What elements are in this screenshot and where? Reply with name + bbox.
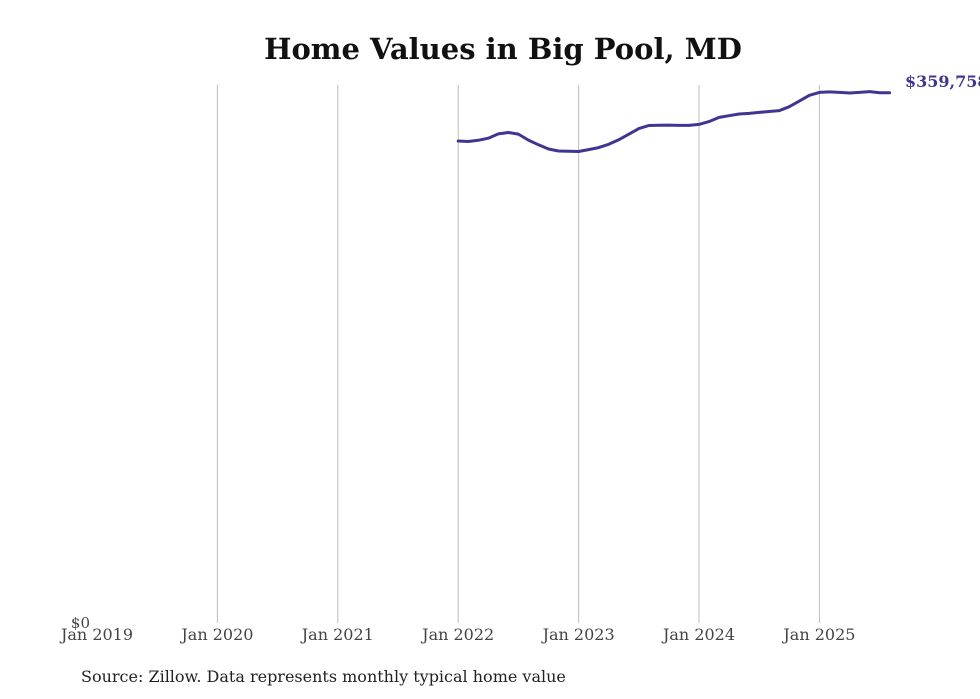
x-tick-label: Jan 2020 [179,625,253,644]
chart-title: Home Values in Big Pool, MD [264,32,742,66]
x-axis-ticks: Jan 2019 Jan 2020 Jan 2021 Jan 2022 Jan 2023… [59,625,855,644]
y-axis-ticks: $0 [71,614,90,632]
end-value-label: $359,758 [905,72,980,91]
x-tick-label: Jan 2019 [59,625,133,644]
y-tick-label: $0 [71,614,90,632]
series-line [456,90,892,153]
x-tick-label: Jan 2024 [661,625,735,644]
source-note: Source: Zillow. Data represents monthly … [81,667,566,686]
x-tick-label: Jan 2022 [420,625,494,644]
x-tick-label: Jan 2021 [300,625,374,644]
x-tick-label: Jan 2025 [781,625,855,644]
gridlines [216,85,820,623]
x-tick-label: Jan 2023 [541,625,615,644]
